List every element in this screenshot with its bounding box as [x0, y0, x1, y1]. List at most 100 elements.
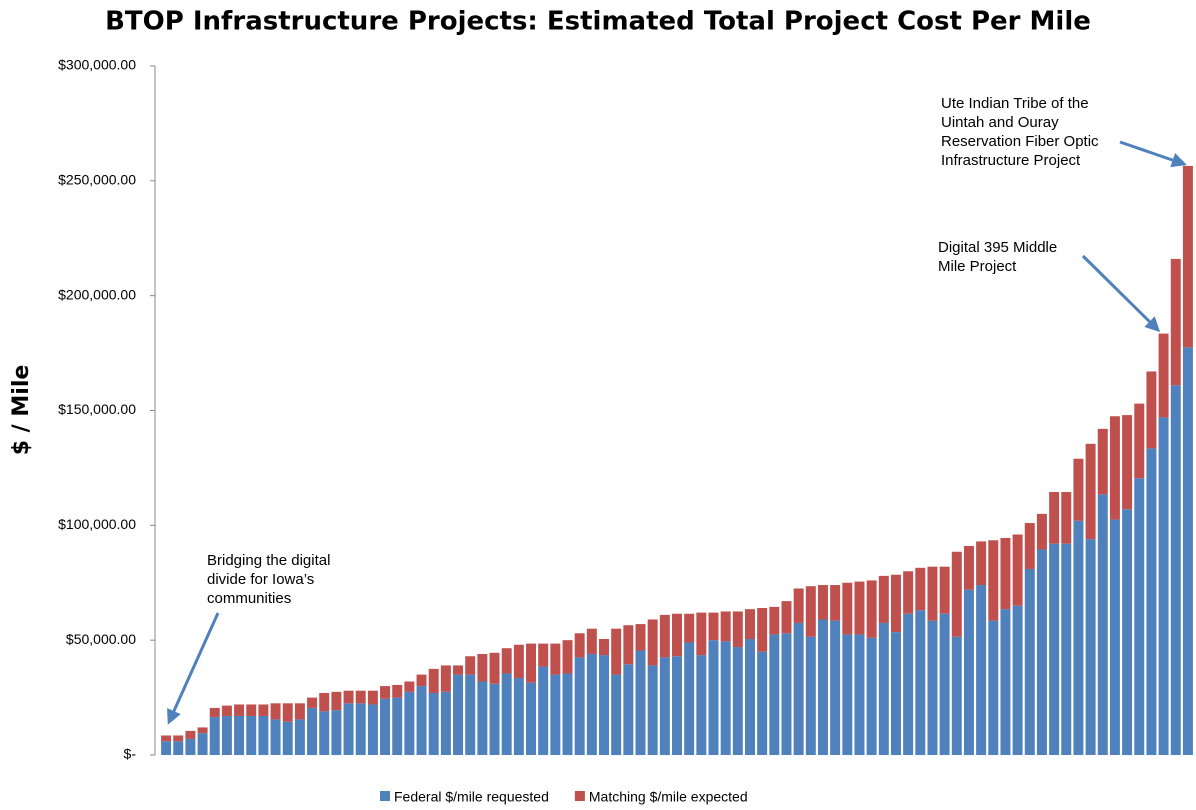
bar-segment: [830, 620, 841, 755]
bar-segment: [903, 571, 914, 614]
bar-segment: [586, 628, 597, 654]
bar-segment: [258, 704, 269, 716]
bar-segment: [963, 589, 974, 755]
bar-segment: [416, 686, 427, 755]
bar-segment: [672, 613, 682, 657]
bar-segment: [428, 668, 439, 693]
bar-segment: [1146, 448, 1157, 755]
bar-segment: [1170, 258, 1181, 386]
bar-segment: [1158, 333, 1169, 418]
bar-segment: [1097, 428, 1108, 495]
bar-segment: [209, 707, 220, 718]
bar-segment: [1182, 165, 1193, 348]
bar-segment: [453, 665, 464, 675]
arrow: [1119, 140, 1187, 168]
bar-segment: [343, 690, 354, 704]
bar-segment: [757, 608, 768, 652]
annotation: Ute Indian Tribe of the: [941, 95, 1089, 112]
bar-segment: [781, 633, 792, 755]
bar-segment: [708, 612, 719, 641]
bar-segment: [684, 642, 695, 755]
bar-segment: [294, 703, 305, 720]
bar-segment: [550, 674, 561, 755]
bar-segment: [1036, 549, 1047, 755]
bar-segment: [380, 698, 391, 755]
bar-segment: [805, 636, 816, 755]
bar-segment: [574, 633, 585, 658]
bar-segment: [1097, 494, 1108, 755]
bar-segment: [988, 620, 999, 755]
bar-segment: [501, 648, 512, 674]
bar-segment: [1073, 520, 1084, 755]
bar-segment: [270, 719, 281, 755]
bar-segment: [915, 610, 926, 755]
bar-segment: [380, 686, 391, 699]
bar-segment: [173, 735, 184, 742]
bar-segment: [1122, 509, 1133, 755]
bar-segment: [890, 574, 901, 633]
bar-segment: [234, 704, 245, 716]
bar-segment: [1024, 568, 1035, 755]
bar-segment: [1085, 443, 1096, 540]
bar-segment: [282, 703, 293, 722]
bar-segment: [903, 613, 914, 755]
bar-segment: [963, 546, 974, 590]
bar-segment: [1158, 417, 1169, 755]
bar-segment: [574, 657, 585, 755]
bar-segment: [708, 640, 719, 755]
bar-segment: [1134, 478, 1145, 755]
bar-segment: [817, 585, 828, 620]
bar-segment: [696, 612, 707, 656]
legend-swatch: [574, 791, 585, 801]
bar-segment: [1012, 605, 1023, 755]
bar-segment: [428, 692, 439, 755]
bar-segment: [854, 581, 865, 635]
bar-segment: [684, 613, 695, 643]
bar-segment: [976, 541, 987, 586]
bar-segment: [501, 673, 512, 755]
annotation: Bridging the digital: [207, 552, 330, 569]
bar-segment: [550, 643, 561, 675]
bar-segment: [915, 567, 926, 611]
bar-segment: [538, 666, 549, 755]
bar-segment: [647, 619, 658, 666]
bar-segment: [526, 643, 537, 683]
bar-segment: [623, 625, 634, 665]
bar-segment: [319, 692, 330, 712]
bar-segment: [1000, 537, 1011, 610]
bar-segment: [270, 703, 281, 720]
bar-segment: [173, 741, 184, 755]
bar-segment: [611, 628, 622, 675]
bar-segment: [1073, 458, 1084, 521]
bar-segment: [1061, 543, 1072, 755]
bar-segment: [453, 674, 464, 755]
bar-segment: [1000, 609, 1011, 755]
y-tick-label: $100,000.00: [58, 516, 136, 532]
bar-segment: [611, 674, 622, 755]
bar-segment: [1109, 519, 1120, 755]
bar-segment: [939, 566, 950, 614]
y-tick-label: $150,000.00: [58, 401, 136, 417]
bar-segment: [489, 683, 500, 755]
legend-swatch: [380, 791, 390, 801]
bar-segment: [866, 637, 877, 755]
annotation: communities: [207, 590, 291, 607]
bar-segment: [1012, 534, 1023, 606]
bar-segment: [161, 741, 172, 755]
bar-segment: [465, 656, 476, 675]
bar-segment: [392, 697, 403, 755]
bar-segment: [526, 682, 537, 755]
bar-segment: [294, 719, 305, 755]
bar-segment: [538, 643, 549, 667]
arrow: [167, 612, 220, 725]
bar-segment: [878, 575, 889, 623]
bar-segment: [234, 715, 245, 755]
bar-segment: [951, 636, 962, 755]
annotation: Infrastructure Project: [941, 152, 1081, 169]
bar-segment: [842, 582, 853, 635]
bar-segment: [209, 717, 220, 755]
bar-segment: [890, 632, 901, 755]
bar-segment: [635, 650, 646, 755]
legend-label: Matching $/mile expected: [589, 789, 748, 805]
bar-segment: [817, 619, 828, 755]
